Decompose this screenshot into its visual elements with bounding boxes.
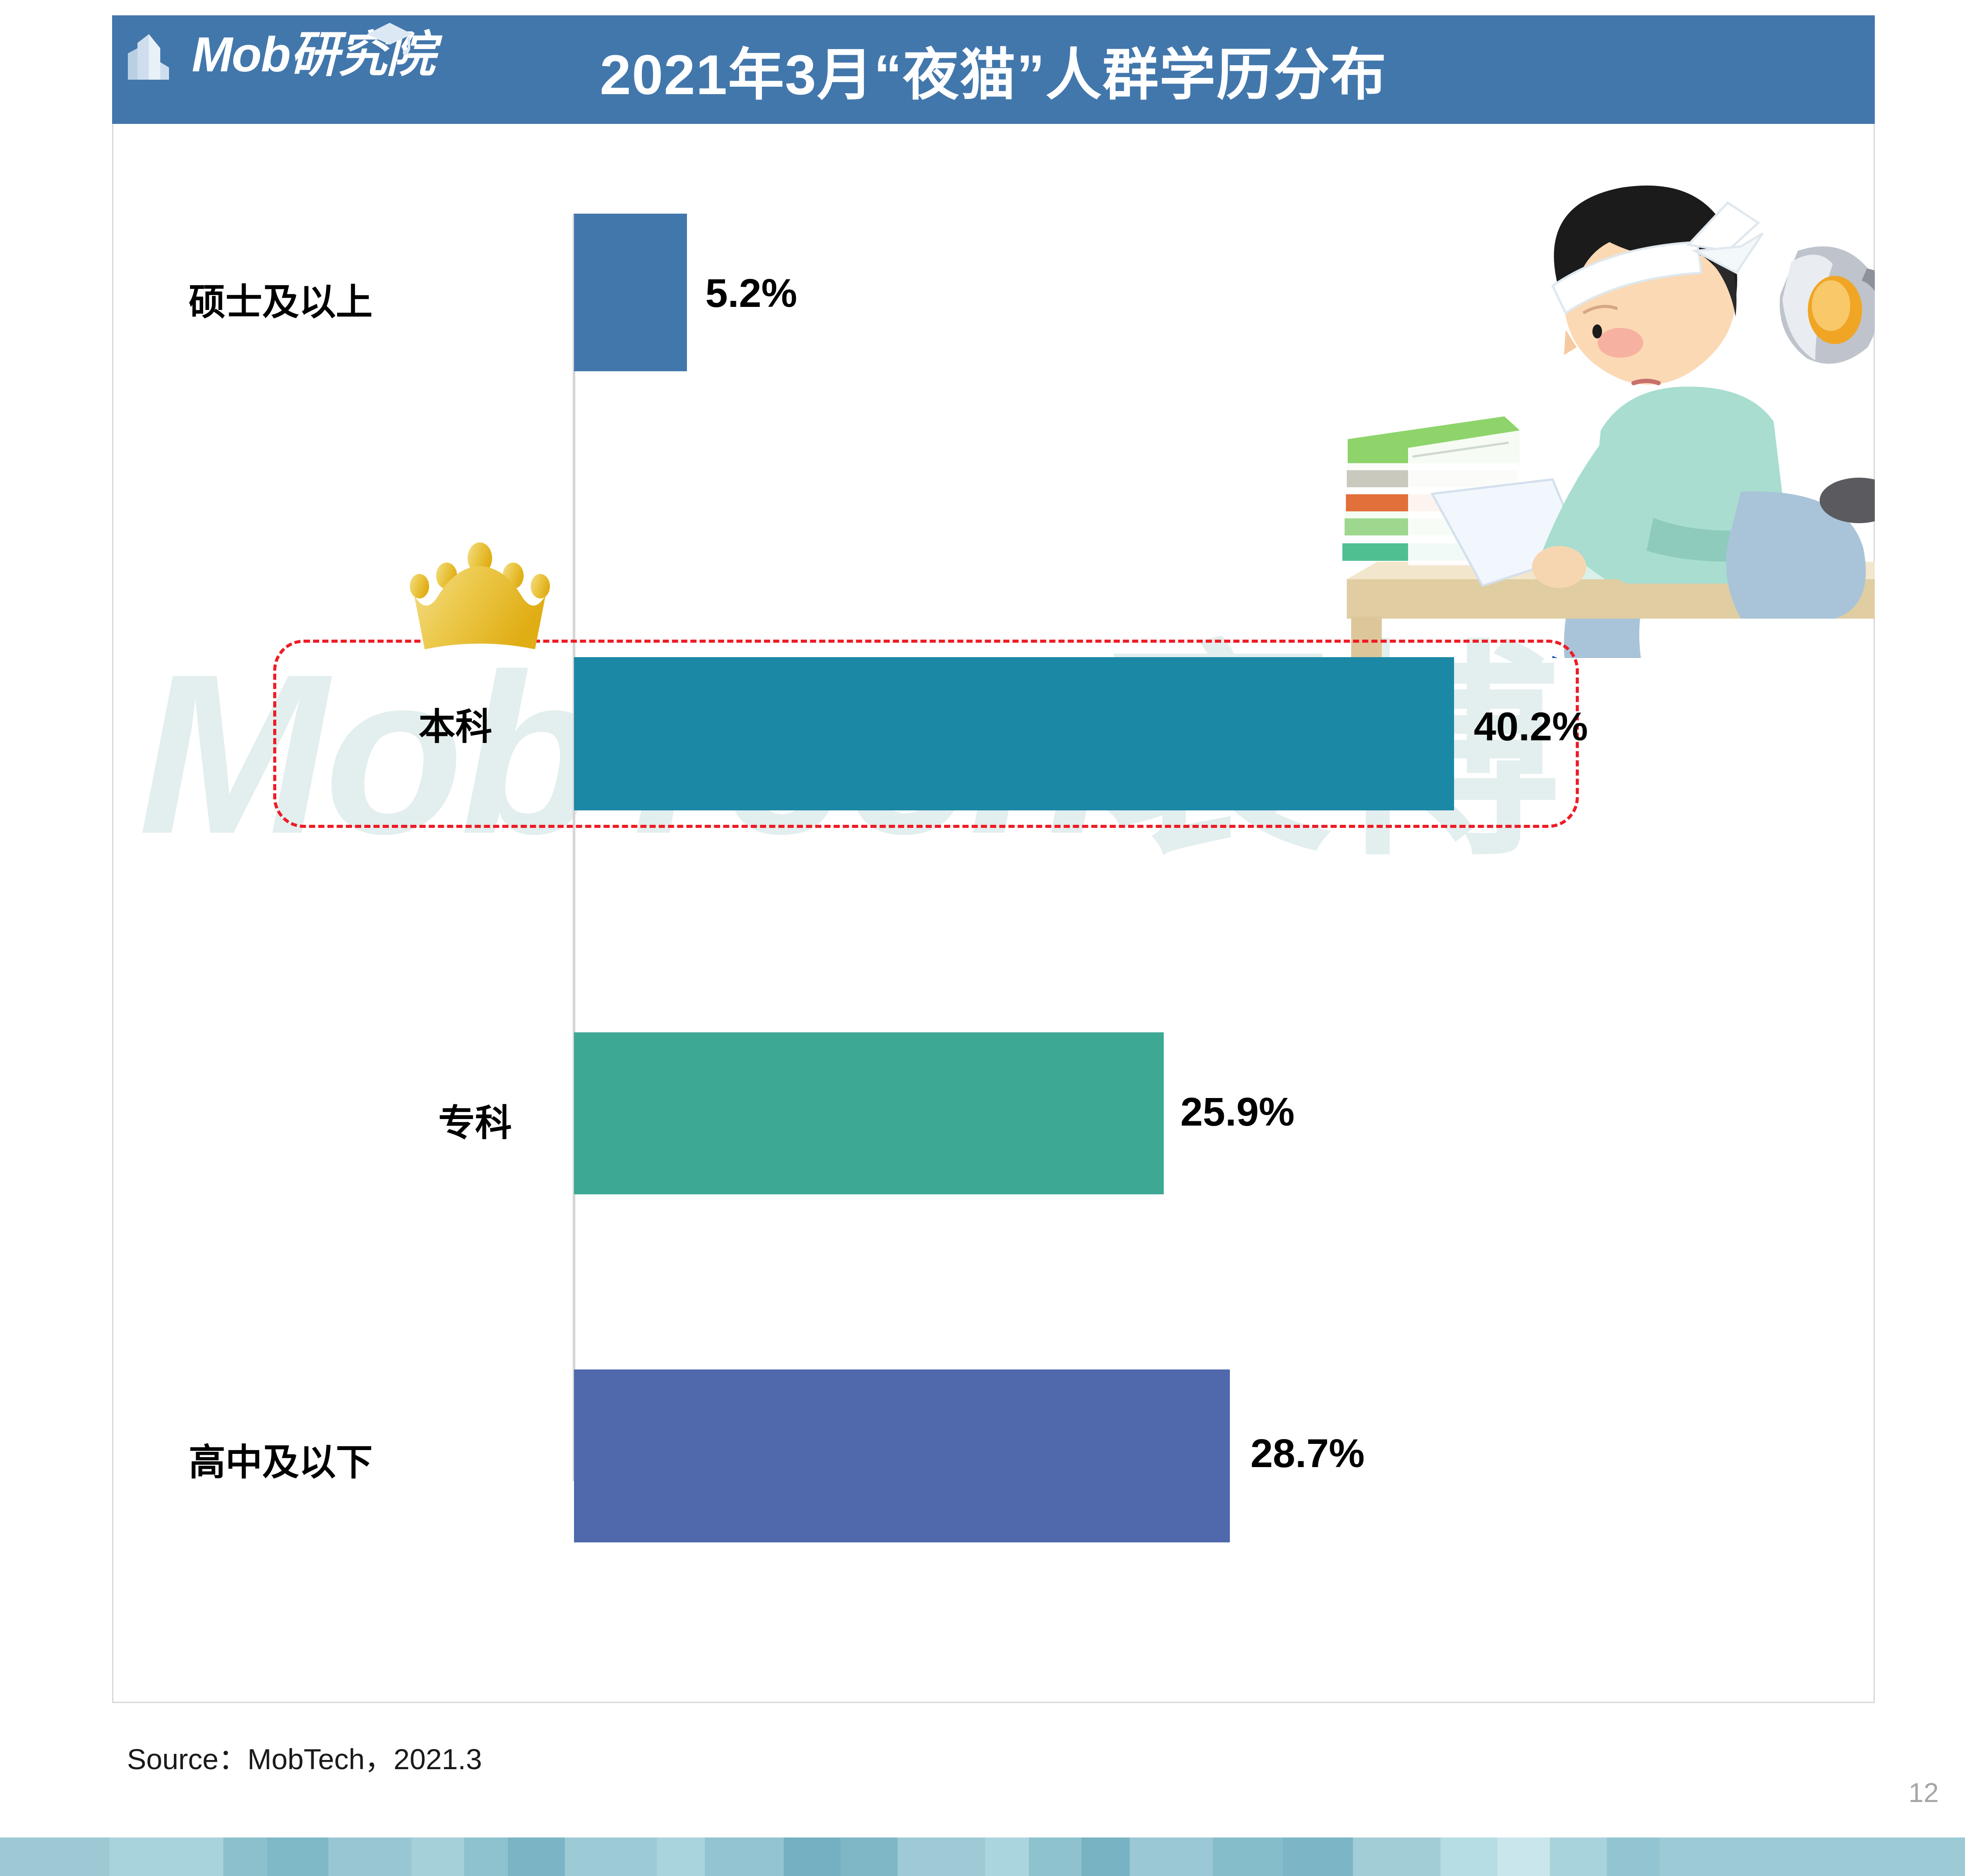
graduation-cap-icon [363,19,416,61]
category-axis-line [573,214,575,778]
bar-label-2: 专科 [438,1102,512,1144]
bar-label-0: 硕士及以上 [189,282,373,323]
page-title: 2021年3月“夜猫”人群学历分布 [600,43,1387,106]
bar-1 [574,657,1454,810]
student-studying-late-illustration [1321,141,1875,738]
brand-logo: Mob研究院 [118,19,435,88]
crown-icon [401,541,559,659]
bar-value-0: 5.2% [705,271,797,316]
bar-value-2: 25.9% [1180,1090,1295,1134]
bar-label-3: 高中及以下 [189,1442,373,1483]
bar-2 [574,1032,1164,1194]
bar-0 [574,214,687,371]
chart-area: MobTech袤博 [112,124,1875,1703]
building-graduation-cap-logo-icon [118,22,184,88]
bar-label-1: 本科 [419,706,493,747]
bar-value-3: 28.7% [1250,1431,1365,1476]
bar-3 [574,1369,1230,1542]
page-number: 12 [1909,1778,1939,1808]
footer-stripe [0,1837,1965,1876]
bar-value-1: 40.2% [1474,704,1588,749]
source-note: Source：MobTech，2021.3 [127,1743,482,1775]
